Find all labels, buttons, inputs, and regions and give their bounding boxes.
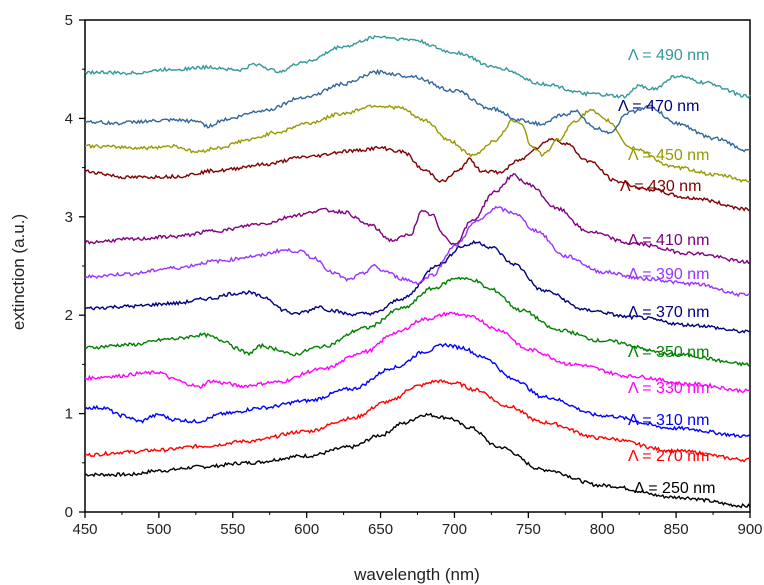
series-line <box>84 276 751 367</box>
series-labels: Λ = 490 nm Λ = 470 nm Λ = 450 nm Λ = 430 nm… <box>618 47 715 497</box>
x-tick-label: 650 <box>368 521 393 538</box>
series-line <box>84 205 751 298</box>
series-label: Λ = 350 nm <box>628 344 709 361</box>
x-tick-label: 750 <box>516 521 541 538</box>
series-lines <box>84 35 751 509</box>
series-label: Λ = 390 nm <box>628 266 709 283</box>
x-tick-label: 850 <box>664 521 689 538</box>
y-tick-label: 4 <box>65 110 73 127</box>
y-tick-label: 1 <box>65 406 73 423</box>
axis-ticks: 450 500 550 600 650 700 750 800 850 900 0 1 2 3 4 5 <box>65 12 763 538</box>
y-tick-label: 3 <box>65 209 73 226</box>
x-tick-label: 450 <box>72 521 97 538</box>
series-label: Λ = 410 nm <box>628 232 709 249</box>
series-label: Λ = 310 nm <box>628 412 709 429</box>
series-line <box>84 173 751 265</box>
series-label: Λ = 450 nm <box>628 147 709 164</box>
series-label: Λ = 490 nm <box>628 47 709 64</box>
series-line <box>84 379 751 463</box>
series-label: Λ = 250 nm <box>634 480 715 497</box>
series-label: Λ = 470 nm <box>618 98 699 115</box>
series-label: Λ = 430 nm <box>620 178 701 195</box>
y-tick-label: 2 <box>65 307 73 324</box>
y-tick-label: 0 <box>65 504 73 521</box>
series-line <box>84 342 751 438</box>
series-line <box>84 412 751 509</box>
series-line <box>84 35 751 99</box>
y-tick-label: 5 <box>65 12 73 29</box>
series-label: Λ = 330 nm <box>628 380 709 397</box>
series-label: Λ = 270 nm <box>628 448 709 465</box>
x-tick-label: 800 <box>590 521 615 538</box>
x-tick-label: 700 <box>442 521 467 538</box>
y-axis-title: extinction (a.u.) <box>9 214 28 330</box>
x-tick-label: 600 <box>294 521 319 538</box>
series-line <box>84 104 751 184</box>
series-label: Λ = 370 nm <box>628 304 709 321</box>
x-tick-label: 500 <box>146 521 171 538</box>
x-tick-label: 550 <box>220 521 245 538</box>
x-tick-label: 900 <box>737 521 762 538</box>
x-axis-title: wavelength (nm) <box>353 565 480 584</box>
series-line <box>84 239 751 334</box>
series-line <box>84 311 751 394</box>
series-line <box>84 68 751 153</box>
series-line <box>84 137 751 212</box>
